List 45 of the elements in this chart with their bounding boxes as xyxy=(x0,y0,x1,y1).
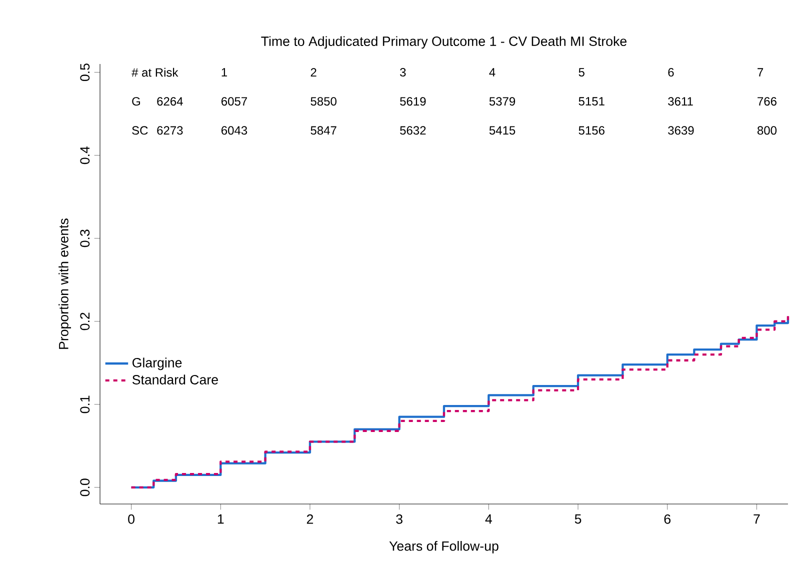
y-tick-label: 0.5 xyxy=(80,64,90,82)
annotation: 5847 xyxy=(310,126,336,135)
x-tick-label: 2 xyxy=(306,514,314,524)
annotation: 6057 xyxy=(222,97,247,106)
y-tick-label: 0.2 xyxy=(80,312,90,330)
x-tick-label: 0 xyxy=(128,514,134,524)
annotation: 766 xyxy=(758,97,776,106)
annotation: 6273 xyxy=(157,126,183,135)
annotation: 6 xyxy=(668,68,674,77)
annotation: 4 xyxy=(489,68,496,77)
annotation: SC xyxy=(132,126,148,135)
annotation: 5619 xyxy=(400,97,426,106)
x-tick-label: 6 xyxy=(664,514,670,524)
annotation: 3 xyxy=(400,68,406,77)
annotation: 5151 xyxy=(578,97,604,106)
annotation: 5632 xyxy=(400,126,426,135)
y-tick-label: 0.1 xyxy=(80,396,90,414)
x-tick-label: 3 xyxy=(396,514,402,524)
annotation: 1 xyxy=(222,68,227,77)
annotation: 7 xyxy=(758,68,764,77)
annotation: 3611 xyxy=(668,97,693,106)
legend-label: Glargine xyxy=(132,358,182,370)
annotation: 3639 xyxy=(668,126,694,135)
x-tick-label: 1 xyxy=(218,514,224,524)
x-axis-title: Years of Follow-up xyxy=(389,541,498,554)
y-tick-label: 0.0 xyxy=(80,478,90,496)
annotation: 5850 xyxy=(310,97,336,106)
annotation: 6264 xyxy=(157,97,183,106)
annotation: 800 xyxy=(758,126,777,135)
y-tick-label: 0.3 xyxy=(80,230,90,248)
x-tick-label: 4 xyxy=(485,514,492,524)
annotation: 5 xyxy=(578,68,584,77)
annotation: G xyxy=(132,97,140,106)
y-axis-title: Proportion with events xyxy=(58,218,72,350)
x-tick-label: 5 xyxy=(574,514,582,524)
chart-title: Time to Adjudicated Primary Outcome 1 - CV Death MI Stroke xyxy=(261,36,627,49)
annotation: 5379 xyxy=(489,97,516,106)
legend-label: Standard Care xyxy=(132,374,218,385)
annotation: 5156 xyxy=(578,126,604,135)
annotation: 6043 xyxy=(222,126,248,135)
annotation: # at Risk xyxy=(132,68,178,77)
y-tick-label: 0.4 xyxy=(80,146,90,164)
x-tick-label: 7 xyxy=(754,514,760,524)
annotation: 2 xyxy=(310,68,316,77)
annotation: 5415 xyxy=(489,126,516,135)
